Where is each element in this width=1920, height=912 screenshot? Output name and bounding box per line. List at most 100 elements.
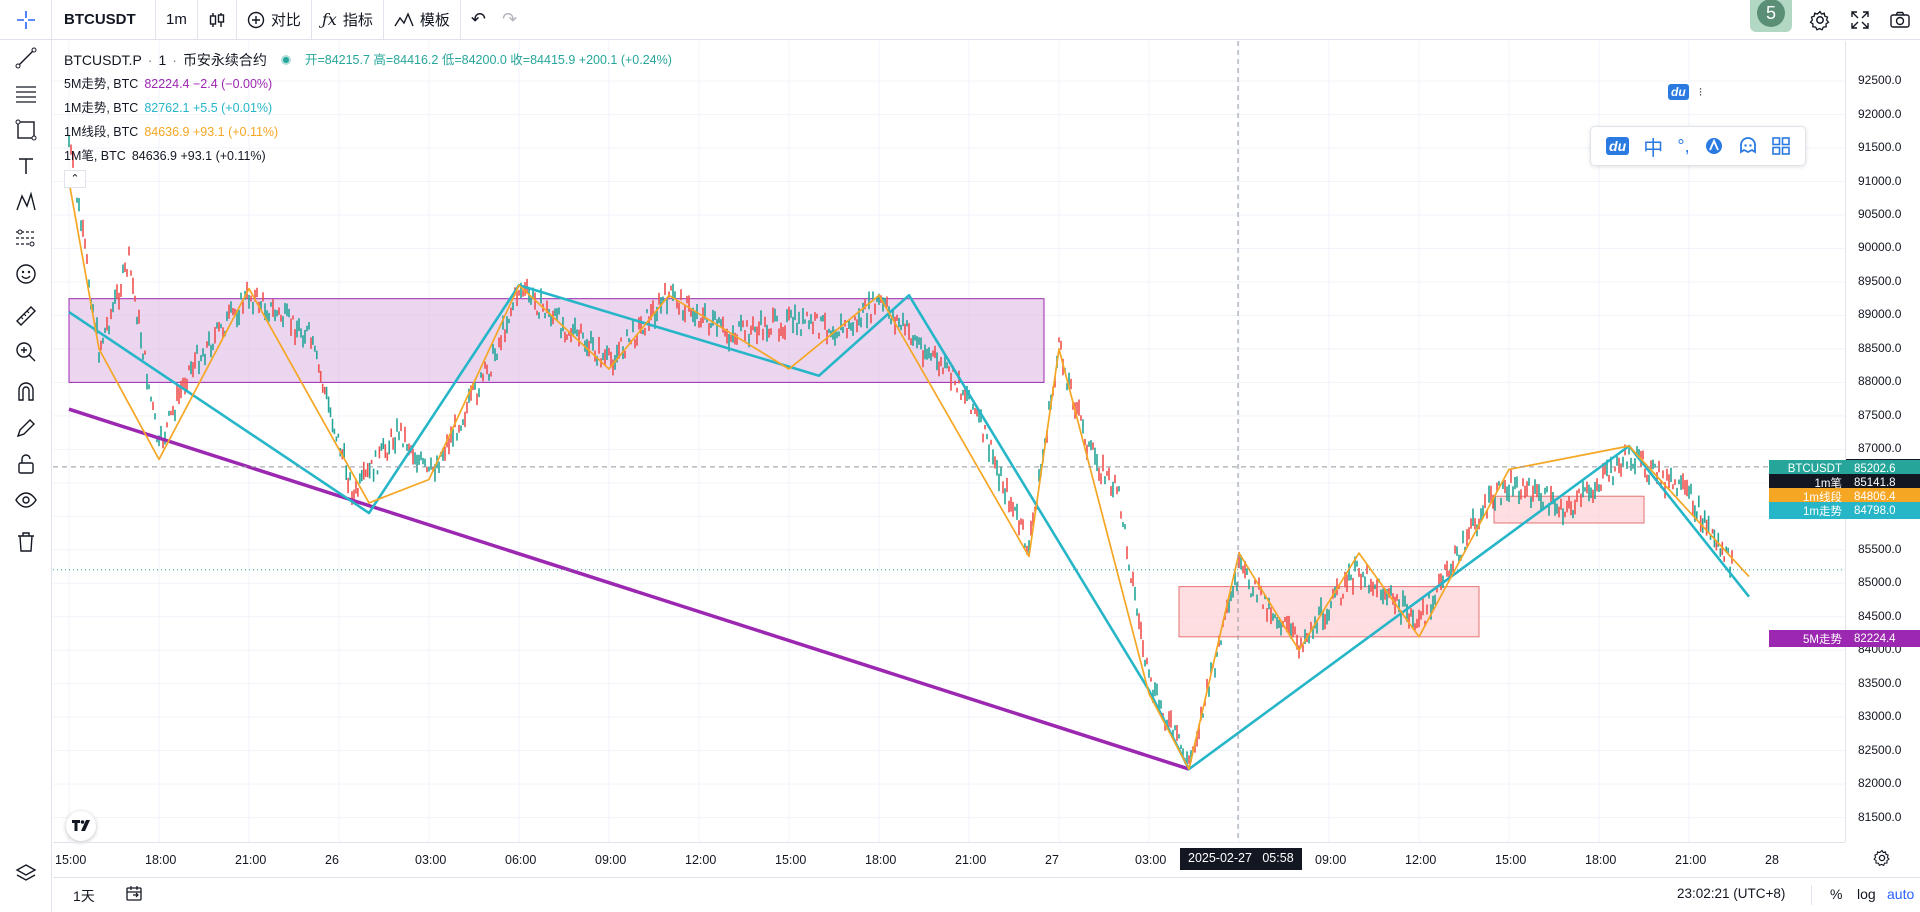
legend-study-value: 82762.1 +5.5 (+0.01%) [144,101,273,115]
price-tick: 92500.0 [1858,73,1902,88]
price-tick: 91500.0 [1858,140,1902,155]
ime-logo-small: du [1668,84,1689,100]
legend-study-row[interactable]: 1M笔, BTC 84636.9 +93.1 (+0.11%) [64,144,672,168]
time-axis[interactable]: 15:00 18:00 21:00 26 03:00 06:00 09:00 12:00 15:… [53,842,1845,877]
legend-study-row[interactable]: 1M走势, BTC 82762.1 +5.5 (+0.01%) [64,96,672,120]
fib-tool[interactable] [12,80,40,108]
time-tick: 27 [1045,853,1059,867]
bottom-toolbar: 1天 23:02:21 (UTC+8) % log auto [53,877,1920,912]
screenshot-button[interactable] [1880,0,1920,40]
time-tick: 26 [325,853,339,867]
legend-study-value: 82224.4 −2.4 (−0.00%) [144,77,273,91]
zoom-tool[interactable] [12,338,40,366]
chart-legend: BTCUSDT.P · 1 · 币安永续合约 开=84215.7 高=84416… [64,48,672,188]
fx-icon: ƒx [321,10,337,29]
ime-face-icon[interactable] [1738,136,1758,156]
stay-in-drawing-mode[interactable] [12,414,40,442]
indicators-label: 指标 [342,12,373,29]
remove-drawings[interactable] [12,528,40,556]
percent-scale-toggle[interactable]: % [1830,886,1843,902]
price-chart[interactable] [53,41,1845,842]
time-tick: 21:00 [1675,853,1707,867]
measure-tool[interactable] [12,302,40,330]
undo-icon[interactable]: ↶ [470,9,486,29]
price-tick: 83000.0 [1858,709,1902,724]
price-tick: 84500.0 [1858,608,1902,623]
time-tick: 15:00 [775,853,807,867]
ime-logo[interactable]: du [1606,137,1630,155]
object-tree-button[interactable] [12,860,40,888]
price-label-1m笔: 1m笔 85141.8 [1769,474,1920,491]
notification-badge[interactable]: 5 [1750,0,1792,32]
shapes-tool[interactable] [12,116,40,144]
price-label-tag: BTCUSDT [1769,460,1846,477]
ime-skin-icon[interactable] [1704,136,1724,156]
templates-button[interactable]: 模板 [384,0,461,40]
settings-button[interactable] [1800,0,1840,40]
drawing-toolbar [0,40,52,912]
trend-line-tool[interactable] [12,44,40,72]
magnet-tool[interactable] [12,378,40,406]
log-scale-toggle[interactable]: log [1857,886,1876,902]
goto-date-button[interactable] [125,884,143,905]
pattern-tool[interactable] [12,188,40,216]
price-tick: 88000.0 [1858,374,1902,389]
compare-label: 对比 [270,12,301,29]
interval-label: 1m [166,11,187,28]
interval-button[interactable]: 1m [156,0,198,40]
text-tool[interactable] [12,152,40,180]
legend-study-name: 1M笔, BTC [64,149,126,163]
ime-grid-icon[interactable] [1772,137,1790,155]
tradingview-logo[interactable] [66,811,96,841]
lock-drawings[interactable] [12,450,40,478]
range-1d-button[interactable]: 1天 [73,888,95,904]
series-1M线段 [68,181,1750,770]
time-tick: 03:00 [1135,853,1167,867]
price-tick: 91000.0 [1858,173,1902,188]
ime-chinese-toggle[interactable]: 中 [1643,137,1664,160]
gear-icon [1809,10,1830,31]
auto-scale-toggle[interactable]: auto [1887,886,1915,902]
legend-interval: 1 [158,52,167,68]
hide-drawings[interactable] [12,486,40,514]
legend-study-row[interactable]: 1M线段, BTC 84636.9 +93.1 (+0.11%) [64,120,672,144]
legend-main-row[interactable]: BTCUSDT.P · 1 · 币安永续合约 开=84215.7 高=84416… [64,48,672,72]
redo-icon[interactable]: ↷ [501,9,518,29]
prediction-tool[interactable] [12,224,40,252]
crosshair-tool-button[interactable] [0,0,52,40]
price-tick: 90000.0 [1858,240,1902,255]
crosshair-icon [16,10,35,29]
trend-line-icon [15,47,37,69]
price-label-value: 84798.0 [1846,502,1920,519]
chart-type-button[interactable] [198,0,237,40]
indicators-button[interactable]: ƒx 指标 [312,0,384,40]
price-axis[interactable]: 92500.0 92000.0 91500.0 91000.0 90500.0 90000… [1769,41,1920,842]
price-axis-settings-button[interactable] [1873,849,1891,872]
compare-button[interactable]: 对比 [237,0,312,40]
clock-timezone[interactable]: 23:02:21 (UTC+8) [1677,886,1786,901]
time-tick: 18:00 [1585,853,1617,867]
legend-sep-dot: · [172,52,177,68]
calendar-goto-icon [126,886,142,901]
top-toolbar: BTCUSDT 1m 对比 ƒx 指标 模板 ↶ ↷ 5 [0,0,1920,40]
market-status-icon [280,55,291,65]
symbol-search-button[interactable]: BTCUSDT [52,0,156,40]
legend-study-row[interactable]: 5M走势, BTC 82224.4 −2.4 (−0.00%) [64,72,672,96]
price-tick: 89000.0 [1858,307,1902,322]
chart-pane[interactable] [53,41,1845,842]
time-tick: 03:00 [415,853,447,867]
ime-mini-toolbar[interactable]: du ⁝ [1668,84,1703,100]
price-tick: 87500.0 [1858,407,1902,422]
price-label-value: 84806.4 [1846,488,1920,505]
fullscreen-button[interactable] [1840,0,1880,40]
axis-divider [1811,885,1812,905]
legend-study-value: 84636.9 +93.1 (+0.11%) [144,125,279,139]
collapse-legend-button[interactable]: ⌃ [64,170,86,188]
ime-punct-icon[interactable]: °, [1677,135,1690,156]
price-label-1m线段: 1m线段 84806.4 [1769,488,1920,505]
ime-toolbar[interactable]: du 中 °, [1590,126,1806,166]
emoji-tool[interactable] [12,260,40,288]
plus-circle-icon [247,11,265,28]
forecast-icon [16,229,36,247]
smiley-icon [16,264,36,284]
